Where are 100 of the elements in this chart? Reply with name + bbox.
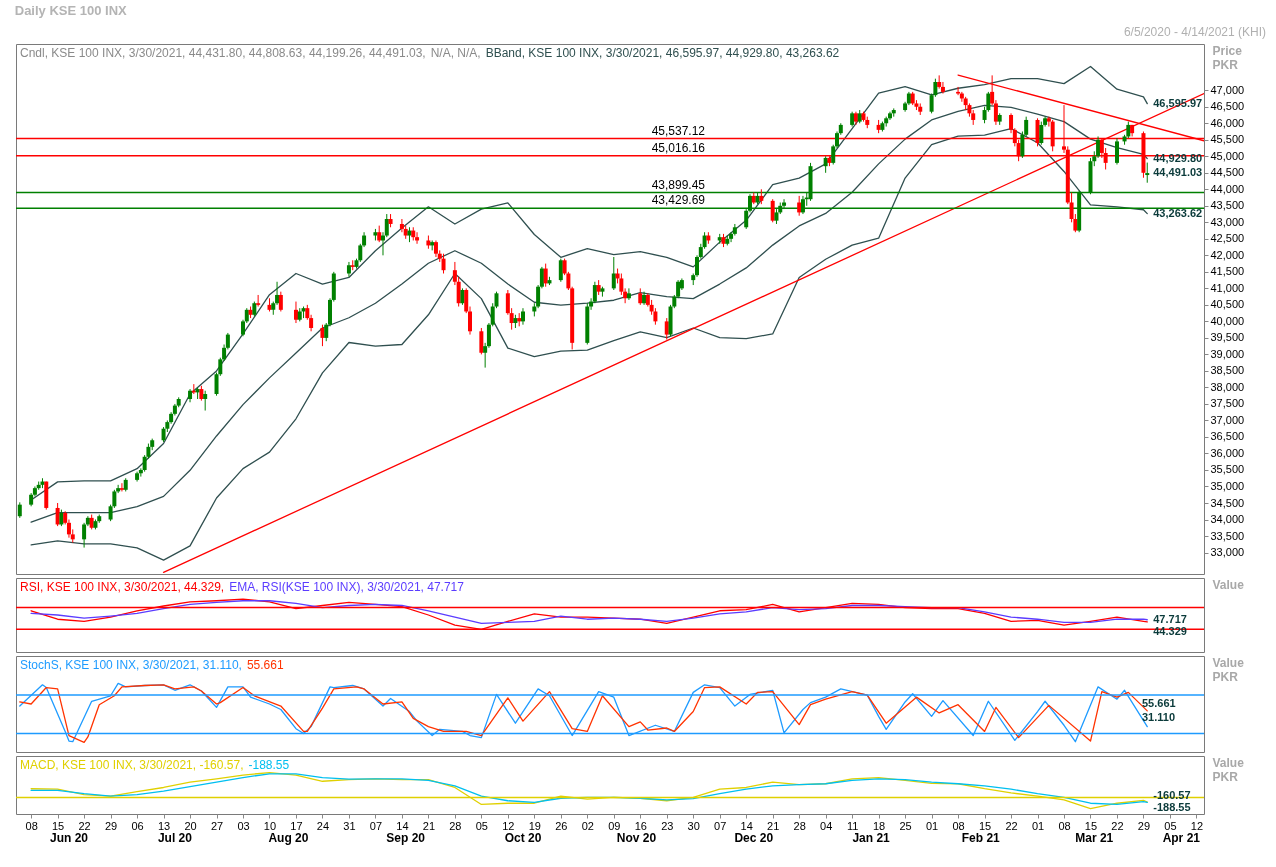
- y-tick-label: 43,500: [1210, 199, 1245, 212]
- x-tick-label: 08: [25, 819, 38, 832]
- candlestick: [611, 256, 616, 291]
- annotation: -188.55: [1153, 801, 1191, 813]
- y-tick-label: 38,000: [1210, 380, 1245, 393]
- x-tick-label: 10: [263, 819, 277, 832]
- y-tick-label: 38,500: [1210, 364, 1245, 377]
- x2-tick-label: Feb 21: [961, 831, 1001, 845]
- x-tick-label: 22: [1111, 819, 1124, 832]
- x-tick-label: 13: [157, 819, 171, 832]
- x-tick-label: 18: [873, 819, 886, 832]
- series-label: -188.55: [248, 758, 290, 772]
- candlestick: [441, 253, 446, 274]
- y-tick-label: 40,500: [1210, 298, 1245, 311]
- y-tick-label: 46,500: [1210, 100, 1245, 113]
- y-tick-label: 37,000: [1210, 413, 1245, 426]
- x-tick-label: 29: [104, 819, 118, 832]
- x-tick-label: 12: [1190, 819, 1204, 832]
- x-tick-label: 08: [952, 819, 965, 832]
- x-tick-label: 30: [687, 819, 700, 832]
- x-tick-label: 25: [899, 819, 912, 832]
- x-tick-label: 24: [316, 819, 330, 832]
- series-label: RSI, KSE 100 INX, 3/30/2021, 44.329,: [20, 580, 225, 594]
- annotation: Cndl, KSE 100 INX, 3/30/2021, 44,431.80, 44,808.63, 44,199.26, 44,491.03,: [20, 46, 426, 60]
- x-tick-label: 16: [634, 819, 647, 832]
- x-tick-label: 09: [608, 819, 621, 832]
- candlestick: [1145, 162, 1150, 184]
- y-axis-title: Value PKR: [1212, 755, 1245, 784]
- candlestick: [664, 317, 669, 341]
- candlestick: [256, 294, 261, 308]
- annotation: 47.717: [1153, 612, 1187, 625]
- x-tick-label: 19: [528, 819, 541, 832]
- y-tick-label: 41,500: [1210, 265, 1245, 278]
- annotation: 43,263.62: [1153, 206, 1203, 219]
- y-tick-label: 34,000: [1210, 513, 1245, 526]
- y-tick-label: 41,000: [1210, 281, 1245, 294]
- chart-subtitle: 6/5/2020 - 4/14/2021 (KHI): [1123, 25, 1266, 39]
- y-tick-label: 40,000: [1210, 314, 1245, 327]
- x-tick-label: 07: [714, 819, 727, 832]
- series-label: EMA, RSI(KSE 100 INX), 3/30/2021, 47.717: [229, 580, 465, 594]
- x-tick-label: 22: [1005, 819, 1018, 832]
- x-tick-label: 27: [210, 819, 224, 832]
- x-tick-label: 31: [343, 819, 356, 832]
- x-tick-label: 22: [78, 819, 91, 832]
- x-tick-label: 01: [1031, 819, 1045, 832]
- x-tick-label: 05: [1164, 819, 1177, 832]
- ref-line-label: 45,016.16: [651, 140, 706, 155]
- series-label: StochS, KSE 100 INX, 3/30/2021, 31.110,: [20, 658, 242, 672]
- candlestick: [1114, 137, 1119, 166]
- y-tick-label: 45,500: [1210, 133, 1245, 146]
- x2-tick-label: Mar 21: [1075, 831, 1114, 845]
- x-tick-label: 02: [581, 819, 594, 832]
- annotation: 31.110: [1142, 711, 1176, 723]
- x-tick-label: 01: [925, 819, 939, 832]
- y-axis-title: Value: [1212, 577, 1245, 592]
- x-tick-label: 23: [661, 819, 674, 832]
- ref-line-label: 45,537.12: [651, 123, 706, 138]
- ref-line-label: 43,429.69: [651, 193, 706, 208]
- x-tick-label: 08: [1058, 819, 1071, 832]
- x-tick-label: 11: [846, 819, 859, 832]
- y-tick-label: 36,500: [1210, 430, 1245, 443]
- y-tick-label: 44,500: [1210, 166, 1245, 179]
- candlestick: [1039, 121, 1044, 146]
- chart-title: Daily KSE 100 INX: [14, 2, 128, 18]
- x-tick-label: 06: [131, 819, 144, 832]
- series-label: 55.661: [1142, 697, 1176, 709]
- x2-tick-label: Jul 20: [157, 831, 193, 845]
- y-tick-label: 44,000: [1210, 182, 1245, 195]
- x2-tick-label: Jan 21: [852, 831, 891, 845]
- y-tick-label: 42,000: [1210, 248, 1245, 261]
- x-tick-label: 12: [502, 819, 515, 832]
- y-tick-label: 39,000: [1210, 347, 1245, 360]
- annotation: 44,491.03: [1153, 166, 1203, 179]
- candlestick: [558, 258, 563, 283]
- candlestick: [203, 390, 208, 412]
- y-tick-label: 45,000: [1210, 149, 1245, 162]
- x-tick-label: 14: [740, 819, 753, 832]
- x-tick-label: 04: [820, 819, 833, 832]
- x-tick-label: 15: [978, 819, 992, 832]
- y-axis-title: Price PKR: [1212, 43, 1243, 72]
- annotation: N/A, N/A,: [430, 46, 481, 60]
- x-tick-label: 15: [1084, 819, 1098, 832]
- candlestick: [415, 231, 420, 245]
- x-tick-label: 21: [422, 819, 436, 832]
- ref-line-label: 43,899.45: [651, 177, 706, 192]
- x2-tick-label: Oct 20: [504, 831, 542, 845]
- x-tick-label: 20: [184, 819, 197, 832]
- y-tick-label: 33,500: [1210, 529, 1245, 542]
- x-tick-label: 21: [767, 819, 780, 832]
- y-tick-label: 39,500: [1210, 331, 1245, 344]
- x2-tick-label: Apr 21: [1162, 831, 1201, 845]
- text: 55.661: [246, 658, 284, 672]
- y-tick-label: 35,500: [1210, 463, 1245, 476]
- x-tick-label: 07: [369, 819, 383, 832]
- y-tick-label: 33,000: [1210, 546, 1245, 559]
- x-tick-label: 03: [237, 819, 250, 832]
- candlestick: [320, 324, 325, 347]
- y-tick-label: 47,000: [1210, 83, 1245, 96]
- y-tick-label: 37,500: [1210, 397, 1245, 410]
- x2-tick-label: Jun 20: [49, 831, 89, 845]
